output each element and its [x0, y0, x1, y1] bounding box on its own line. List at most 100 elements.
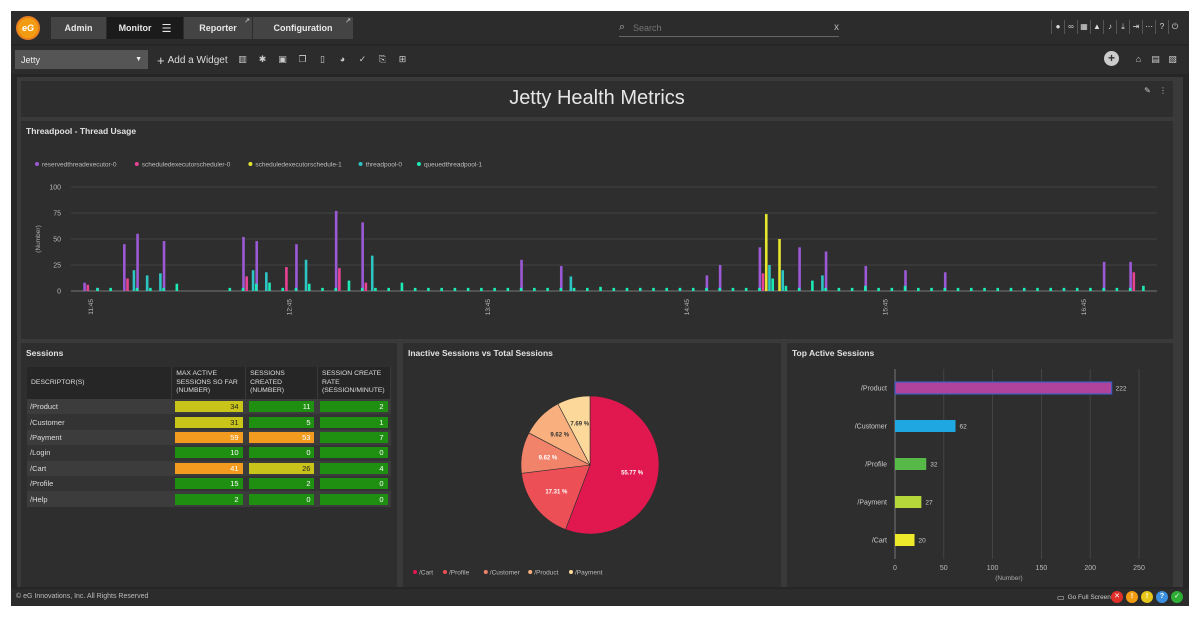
column-header[interactable]: MAX ACTIVE SESSIONS SO FAR (NUMBER): [171, 367, 247, 399]
x-tick-label: 250: [1133, 565, 1145, 572]
plus-icon: +: [157, 53, 165, 68]
grid-icon[interactable]: ▦: [1077, 20, 1090, 34]
descriptor-cell: /Profile: [27, 475, 172, 492]
check-icon[interactable]: ✓: [358, 54, 367, 64]
toolbar-icons: ▥ ✱ ▣ ❐ ▯ ◕ ✓ ⎘ ⊞: [237, 54, 408, 65]
pie-slice: [565, 395, 660, 535]
share-icon[interactable]: ⊞: [398, 54, 407, 64]
search-icon: ⌕: [619, 21, 626, 33]
export-icon[interactable]: ⎘: [378, 54, 387, 64]
help-icon[interactable]: ?: [1155, 20, 1168, 34]
status-indicator-icon[interactable]: ✕: [1111, 591, 1123, 603]
legend-marker: [483, 570, 488, 574]
table-row[interactable]: /Payment 59 53 7: [27, 429, 391, 446]
y-tick-label: /Customer: [855, 424, 888, 431]
y-tick-label: 25: [53, 263, 61, 270]
export-pdf-icon[interactable]: ▧: [1168, 54, 1177, 64]
chart-bar: [506, 287, 510, 291]
tab-admin[interactable]: Admin: [51, 17, 106, 39]
logout-icon[interactable]: ⇥: [1129, 20, 1142, 34]
top-sessions-chart: 0 50 100 150 200 250 (Number) /Product 222/Custo…: [855, 369, 1145, 582]
metric-cell: 2: [245, 475, 318, 492]
palette-icon[interactable]: ◕: [339, 54, 346, 64]
chart-bar: [338, 268, 341, 291]
threadpool-chart: reservedthreadexecutor-0 scheduledexecuto…: [35, 162, 1157, 315]
table-row[interactable]: /Product 34 11 2: [27, 399, 391, 415]
upload-icon[interactable]: ▲: [1090, 20, 1103, 34]
sessions-table-body: /Product 34 11 2/Customer 31 5 1/Payment 59 53 7/…: [27, 399, 391, 507]
link-icon[interactable]: ∞: [1064, 20, 1077, 34]
column-header[interactable]: DESCRIPTOR(S): [27, 367, 173, 399]
settings-icon[interactable]: ✱: [258, 54, 267, 64]
download-icon[interactable]: ⤓: [1116, 20, 1129, 34]
user-icon[interactable]: ●: [1051, 20, 1064, 34]
table-row[interactable]: /Cart 41 26 4: [27, 460, 391, 476]
top-right-icons: ● ∞ ▦ ▲ ♪ ⤓ ⇥ ⋯ ? ⏻: [1051, 20, 1181, 34]
sessions-widget: Sessions DESCRIPTOR(S) MAX ACTIVE SESSIO…: [21, 343, 397, 587]
sessions-table: DESCRIPTOR(S) MAX ACTIVE SESSIONS SO FAR…: [27, 367, 392, 507]
chart-bar: [798, 247, 801, 291]
chart-bar: [440, 287, 443, 291]
clear-search-icon[interactable]: x: [834, 22, 839, 33]
table-row[interactable]: /Customer 31 5 1: [27, 414, 391, 430]
chart-bar: [347, 280, 351, 291]
status-indicator-icon[interactable]: ?: [1156, 591, 1168, 603]
eg-logo[interactable]: eG: [16, 16, 40, 40]
pie-slice: [557, 395, 591, 466]
save-icon[interactable]: ▤: [1151, 54, 1160, 64]
metric-cell: 0: [317, 445, 391, 461]
chart-bar: [136, 233, 139, 291]
chart-bar: [764, 214, 768, 291]
status-indicator-icon[interactable]: !: [1141, 591, 1153, 603]
dashboard-select[interactable]: Jetty ▼: [15, 50, 148, 69]
chart-bar: [364, 282, 368, 291]
menu-icon[interactable]: ☰: [161, 22, 172, 35]
chart-bar: [413, 287, 417, 291]
metric-value: 0: [248, 493, 315, 505]
tab-monitor[interactable]: Monitor ☰: [107, 17, 183, 39]
tab-reporter[interactable]: Reporter ↗: [184, 17, 252, 39]
tab-configuration[interactable]: Configuration ↗: [253, 17, 353, 39]
legend-marker: [358, 162, 363, 166]
status-indicator-icon[interactable]: ✓: [1171, 591, 1183, 603]
chart-bar: [1036, 287, 1039, 291]
add-dashboard-button[interactable]: +: [1104, 51, 1119, 66]
chart-bar: [265, 272, 268, 291]
column-header[interactable]: SESSIONS CREATED (NUMBER): [245, 367, 318, 399]
add-widget-button[interactable]: + Add a Widget: [157, 53, 228, 68]
chart-bar: [145, 275, 149, 291]
status-indicator-icon[interactable]: !: [1126, 591, 1138, 603]
legend-marker: [134, 162, 139, 166]
table-row[interactable]: /Help 2 0 0: [27, 491, 391, 507]
power-icon[interactable]: ⏻: [1168, 20, 1181, 34]
metric-value: 59: [174, 431, 243, 443]
layout-icon[interactable]: ▥: [238, 54, 247, 64]
full-screen-button[interactable]: ▭ Go Full Screen: [1057, 593, 1111, 602]
column-header[interactable]: SESSION CREATE RATE (SESSION/MINUTE): [317, 367, 392, 399]
dashboard-toolbar: Jetty ▼ + Add a Widget ▥ ✱ ▣ ❐ ▯ ◕ ✓ ⎘ ⊞…: [11, 46, 1189, 74]
metric-cell: 0: [317, 491, 391, 507]
kebab-menu-icon[interactable]: ⋮: [1159, 86, 1167, 95]
chart-bar: [895, 496, 922, 508]
chart-bar: [1128, 287, 1132, 291]
legend-entry: threadpool-0: [366, 162, 403, 169]
chart-bar: [864, 285, 867, 291]
table-row[interactable]: /Profile 15 2 0: [27, 475, 391, 492]
delete-icon[interactable]: ▯: [320, 54, 325, 64]
chart-bar: [824, 287, 827, 291]
edit-icon[interactable]: ✎: [1144, 86, 1151, 95]
copy-icon[interactable]: ❐: [298, 54, 307, 64]
data-label: 62: [960, 424, 968, 431]
metric-value: 34: [174, 401, 243, 413]
search-input[interactable]: [633, 22, 834, 33]
bell-icon[interactable]: ♪: [1103, 20, 1116, 34]
table-row[interactable]: /Login 10 0 0: [27, 445, 391, 461]
chart-bar: [427, 287, 430, 291]
metric-value: 2: [248, 478, 315, 490]
app-frame: eG Admin Monitor ☰ Reporter ↗ Configuratio…: [11, 11, 1189, 606]
image-icon[interactable]: ▣: [278, 54, 287, 64]
metric-value: 15: [174, 478, 243, 490]
home-icon[interactable]: ⌂: [1135, 54, 1142, 64]
legend-marker: [569, 570, 573, 574]
more-icon[interactable]: ⋯: [1142, 20, 1155, 34]
